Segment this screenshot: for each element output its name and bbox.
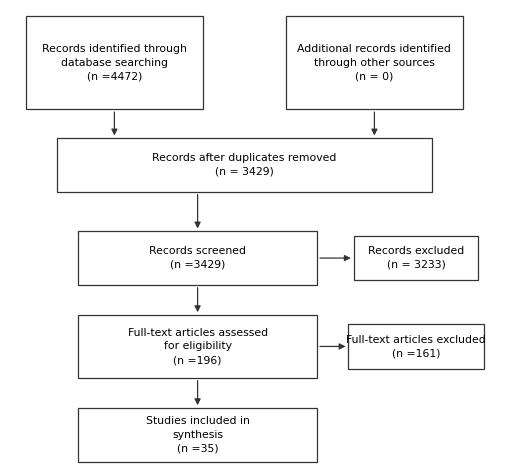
- Text: Studies included in
synthesis
(n =35): Studies included in synthesis (n =35): [146, 416, 250, 453]
- FancyBboxPatch shape: [354, 236, 478, 280]
- FancyBboxPatch shape: [57, 139, 432, 192]
- FancyBboxPatch shape: [78, 315, 317, 378]
- Text: Records after duplicates removed
(n = 3429): Records after duplicates removed (n = 34…: [152, 153, 336, 177]
- FancyBboxPatch shape: [78, 408, 317, 461]
- Text: Full-text articles excluded
(n =161): Full-text articles excluded (n =161): [346, 335, 486, 358]
- FancyBboxPatch shape: [348, 325, 484, 368]
- Text: Full-text articles assessed
for eligibility
(n =196): Full-text articles assessed for eligibil…: [127, 328, 268, 365]
- Text: Records excluded
(n = 3233): Records excluded (n = 3233): [368, 246, 464, 270]
- Text: Records identified through
database searching
(n =4472): Records identified through database sear…: [42, 44, 187, 81]
- FancyBboxPatch shape: [78, 231, 317, 285]
- FancyBboxPatch shape: [286, 16, 463, 109]
- FancyBboxPatch shape: [26, 16, 203, 109]
- Text: Records screened
(n =3429): Records screened (n =3429): [149, 246, 246, 270]
- Text: Additional records identified
through other sources
(n = 0): Additional records identified through ot…: [297, 44, 451, 81]
